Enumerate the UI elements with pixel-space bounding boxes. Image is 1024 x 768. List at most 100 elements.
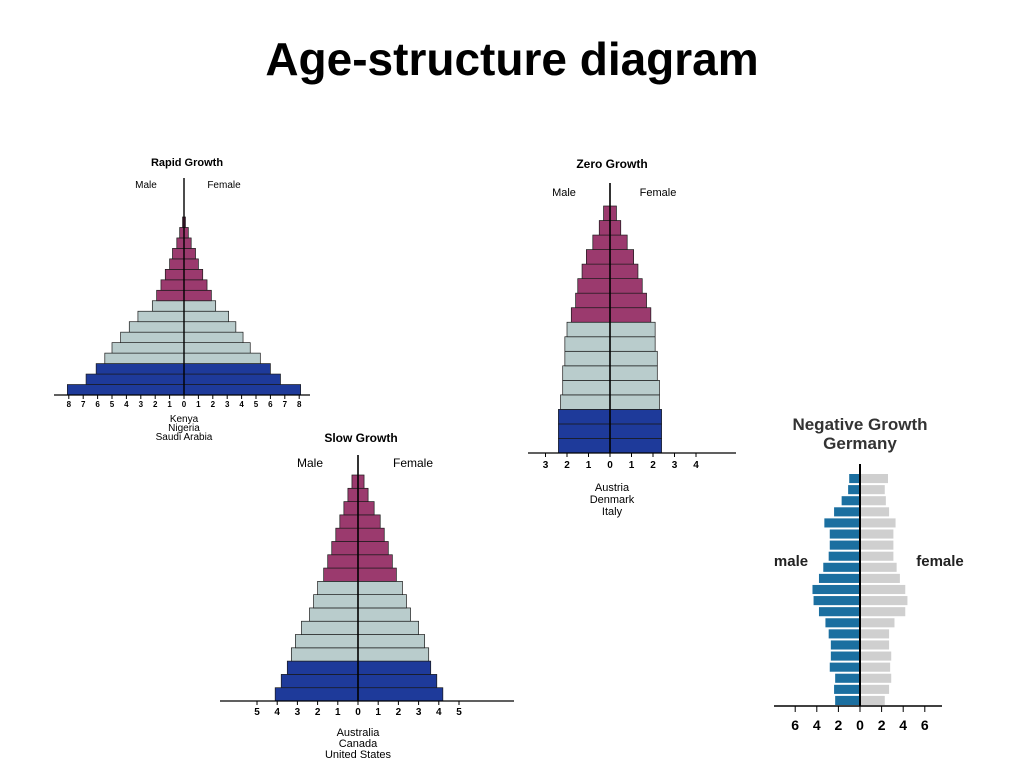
zero-growth-male-bar [575, 292, 611, 309]
negative-growth-female-bar [861, 651, 892, 661]
slow-growth-female-bar [357, 541, 389, 556]
rapid-growth-tick-label: 5 [110, 400, 115, 409]
negative-growth-male-bar [829, 662, 860, 672]
slow-growth-female-label: Female [393, 456, 433, 470]
zero-growth-female-bar [609, 321, 656, 338]
slow-growth-male-bar [290, 647, 359, 662]
rapid-growth-male-bar [137, 310, 185, 323]
negative-growth-tick-label: 6 [791, 717, 799, 733]
negative-growth-male-bar [835, 695, 860, 705]
slow-growth-male-bar [317, 581, 359, 595]
slow-growth-male-bar [313, 594, 359, 609]
negative-growth-male-bar [823, 562, 860, 572]
rapid-growth-male-bar [176, 237, 185, 249]
zero-growth-female-bar [609, 234, 628, 250]
zero-growth-tick-label: 2 [564, 460, 570, 471]
slow-growth-tick-label: 0 [355, 707, 361, 718]
negative-growth-female-bar [861, 618, 895, 628]
zero-growth-female-bar [609, 409, 662, 425]
slow-growth-female-bar [357, 607, 411, 622]
negative-growth-female-bar [861, 596, 908, 606]
slow-growth-female-bar [357, 474, 365, 489]
negative-growth-male-bar [830, 640, 860, 650]
negative-growth-male-bar [818, 573, 860, 583]
rapid-growth-country-2: Nigeria [168, 423, 200, 434]
zero-growth-tick-label: 4 [693, 460, 699, 471]
slow-growth-male-bar [286, 660, 359, 675]
negative-growth-female-bar [861, 662, 891, 672]
zero-growth-tick-label: 1 [629, 460, 635, 471]
slide-title: Age-structure diagram [265, 33, 759, 85]
slow-growth-female-bar [357, 554, 393, 569]
slow-growth-female-bar [357, 634, 426, 649]
negative-growth-tick-label: 2 [878, 717, 886, 733]
slow-growth-male-bar [351, 474, 359, 489]
zero-growth-female-bar [609, 365, 658, 381]
rapid-growth-female-bar [183, 237, 192, 249]
negative-growth-male-bar [828, 629, 860, 639]
rapid-growth-tick-label: 4 [239, 400, 244, 409]
zero-growth-title: Zero Growth [576, 157, 647, 171]
negative-growth-tick-label: 6 [921, 717, 929, 733]
negative-growth-male-bar [849, 474, 860, 484]
slow-growth-male-bar [295, 634, 359, 649]
rapid-growth-male-bar [128, 321, 185, 333]
rapid-growth-male-bar [164, 268, 185, 281]
zero-growth-country-3: Italy [602, 506, 623, 518]
negative-growth-female-bar [861, 673, 892, 683]
rapid-growth-male-bar [169, 258, 185, 270]
negative-growth-female-bar [861, 640, 890, 650]
zero-growth-male-bar [566, 321, 611, 338]
negative-growth-male-bar [824, 518, 860, 528]
slow-growth-male-bar [280, 674, 359, 689]
rapid-growth-female-bar [183, 331, 244, 343]
slow-growth-female-bar [357, 620, 419, 635]
rapid-growth-male-label: Male [135, 180, 157, 191]
slow-growth-country-1: Australia [337, 727, 381, 739]
zero-growth-female-bar [609, 263, 639, 280]
zero-growth-male-bar [558, 409, 611, 425]
rapid-growth-female-bar [183, 363, 271, 375]
zero-growth-male-bar [603, 205, 611, 221]
negative-growth-male-bar [834, 684, 860, 694]
negative-growth-male-bar [825, 618, 860, 628]
zero-growth-male-bar [570, 307, 611, 323]
negative-growth-tick-label: 4 [899, 717, 907, 733]
slow-growth-pyramid: Slow Growth Male Female 5 4 3 2 1 0 1 2 3 4 5 Aust… [220, 431, 514, 761]
slow-growth-tick-label: 4 [436, 707, 442, 718]
rapid-growth-tick-label: 6 [268, 400, 273, 409]
negative-growth-tick-label: 4 [813, 717, 821, 733]
slow-growth-country-3: United States [325, 749, 392, 761]
zero-growth-male-bar [562, 380, 611, 396]
slow-growth-female-bar [357, 514, 381, 529]
zero-growth-male-bar [558, 438, 611, 454]
slow-growth-female-bar [357, 594, 407, 609]
rapid-growth-tick-label: 0 [182, 400, 187, 409]
slow-growth-female-bar [357, 527, 385, 542]
rapid-growth-female-bar [183, 384, 301, 396]
rapid-growth-tick-label: 8 [67, 400, 72, 409]
slow-growth-female-bar [357, 660, 432, 675]
rapid-growth-tick-label: 2 [211, 400, 216, 409]
rapid-growth-female-bar [183, 352, 261, 364]
slow-growth-male-bar [343, 501, 359, 516]
zero-growth-female-bar [609, 350, 658, 367]
rapid-growth-female-bar [183, 248, 196, 260]
slow-growth-male-bar [327, 554, 359, 569]
slow-growth-tick-label: 3 [416, 707, 422, 718]
slow-growth-tick-label: 1 [335, 707, 341, 718]
negative-growth-male-bar [835, 673, 860, 683]
rapid-growth-male-bar [95, 363, 185, 375]
negative-growth-female-bar [861, 684, 890, 694]
zero-growth-male-label: Male [552, 187, 576, 199]
zero-growth-tick-label: 3 [543, 460, 549, 471]
slow-growth-male-bar [335, 527, 359, 542]
slow-growth-female-bar [357, 567, 397, 582]
zero-growth-male-bar [558, 423, 611, 439]
slow-growth-tick-label: 5 [456, 707, 462, 718]
negative-growth-female-bar [861, 573, 900, 583]
